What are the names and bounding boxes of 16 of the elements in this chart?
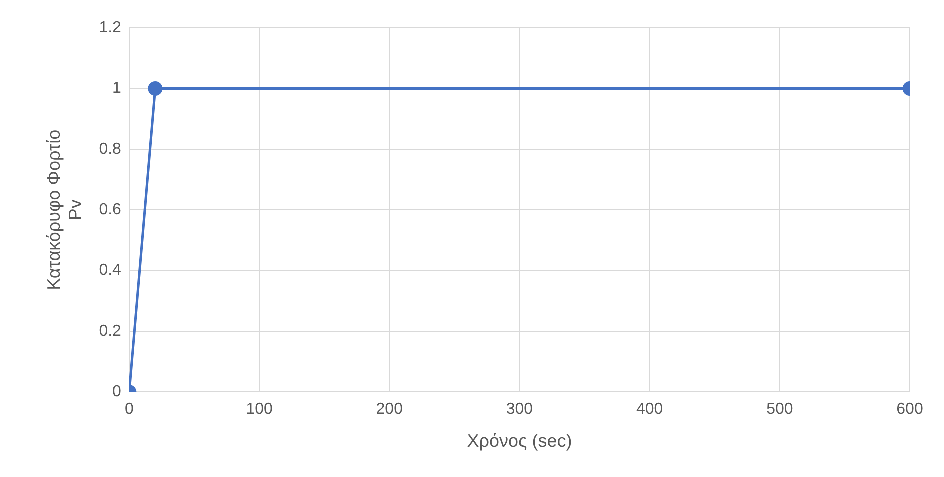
y-tick-label: 0.2 [99, 322, 122, 340]
y-tick-label: 1.2 [99, 19, 122, 36]
x-tick-label: 600 [896, 401, 924, 418]
y-axis-title: Κατακόρυφο Φορτίο Pv [44, 130, 86, 290]
x-tick-label: 0 [124, 401, 134, 418]
x-tick-label: 500 [766, 401, 794, 418]
x-tick-label: 100 [246, 401, 273, 418]
y-tick-label: 0.8 [99, 140, 122, 158]
y-tick-label: 0.4 [99, 262, 122, 280]
y-tick-label: 0 [112, 384, 122, 401]
y-tick-label: 1 [112, 80, 122, 98]
y-tick-label: 0.6 [99, 202, 122, 219]
x-tick-label: 300 [506, 401, 534, 418]
x-tick-label: 400 [636, 401, 664, 418]
x-axis-title: Χρόνος (sec) [467, 431, 572, 452]
x-tick-label: 200 [376, 401, 404, 418]
